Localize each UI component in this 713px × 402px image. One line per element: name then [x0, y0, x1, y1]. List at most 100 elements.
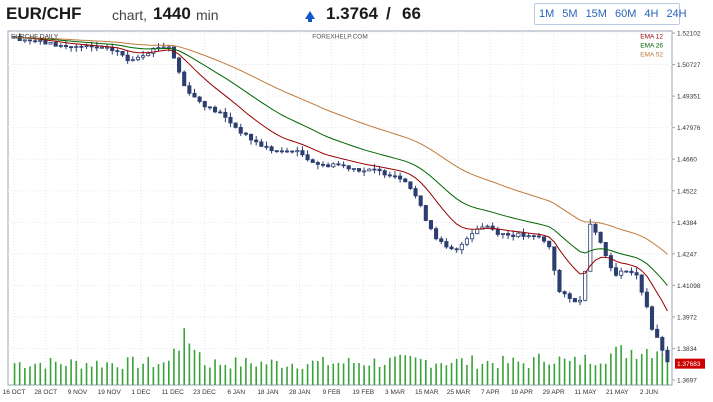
- volume-bar: [18, 362, 21, 385]
- candle-body: [547, 240, 552, 248]
- candle-body: [557, 269, 562, 293]
- candle-body: [655, 328, 660, 338]
- candle-body: [166, 46, 171, 49]
- volume-bar: [291, 363, 293, 385]
- candle-body: [326, 164, 331, 168]
- volume-bar: [224, 364, 227, 385]
- volume-bar: [327, 365, 329, 385]
- volume-bar: [255, 366, 257, 385]
- timeframe-60m-button[interactable]: 60M: [614, 8, 637, 20]
- volume-bar: [450, 362, 453, 385]
- y-tick-label: 1.3834: [677, 346, 697, 353]
- volume-bar: [286, 366, 288, 385]
- candle-body: [531, 235, 536, 238]
- volume-bar: [90, 366, 93, 385]
- y-tick-label: 1.4247: [677, 251, 697, 258]
- candle-body: [135, 56, 140, 61]
- candle-body: [295, 150, 300, 153]
- volume-bar: [311, 360, 314, 385]
- candle-body: [639, 274, 644, 293]
- candle-body: [588, 223, 593, 272]
- candle-body: [269, 146, 274, 152]
- volume-bar: [656, 351, 658, 385]
- candle-body: [74, 45, 79, 48]
- y-tick-label: 1.47976: [677, 125, 701, 132]
- price-separator: /: [386, 4, 391, 23]
- candle-body: [490, 225, 495, 230]
- volume-bar: [342, 363, 345, 385]
- candle-body: [608, 255, 613, 269]
- volume-bar: [543, 361, 545, 385]
- candle-body: [392, 175, 398, 178]
- candle-body: [105, 46, 110, 49]
- volume-bar: [198, 352, 201, 385]
- timeframe-15m-button[interactable]: 15M: [585, 8, 607, 20]
- volume-bar: [399, 354, 401, 385]
- ema-lines: [14, 37, 668, 312]
- x-tick-label: 25 MAR: [447, 389, 471, 396]
- volume-bar: [60, 364, 62, 385]
- volume-bar: [461, 358, 463, 385]
- candle-body: [315, 162, 320, 165]
- volume-bar: [445, 365, 448, 385]
- candle-body: [649, 306, 655, 330]
- volume-bar: [152, 367, 155, 385]
- candle-body: [228, 116, 233, 124]
- grid-lines: [8, 31, 672, 385]
- timeframe-5m-button[interactable]: 5M: [562, 8, 578, 20]
- volume-bar: [610, 353, 612, 385]
- candle-body: [48, 42, 53, 45]
- volume-bar: [203, 365, 206, 385]
- volume-bar: [440, 363, 443, 385]
- y-tick-label: 1.41098: [677, 283, 701, 290]
- volume-bar: [373, 358, 376, 385]
- plot-frame: [7, 30, 673, 386]
- candle-body: [63, 45, 69, 48]
- symbol-title: EUR/CHF: [6, 4, 82, 23]
- volume-bar: [13, 363, 16, 385]
- timeframe-24h-button[interactable]: 24H: [666, 8, 687, 20]
- timeframe-selector: 1M 5M 15M 60M 4H 24H: [534, 3, 687, 25]
- watermark: FOREXHELP.COM: [312, 34, 368, 41]
- volume-bar: [44, 368, 47, 385]
- volume-bar: [173, 348, 175, 385]
- x-tick-label: 28 JAN: [289, 389, 311, 396]
- candle-body: [449, 246, 454, 250]
- volume-bar: [265, 364, 268, 385]
- candle-body: [12, 36, 17, 39]
- volume-bar: [219, 364, 221, 385]
- volume-bar: [39, 362, 42, 385]
- candle-body: [310, 159, 315, 163]
- x-tick-label: 28 OCT: [34, 389, 57, 396]
- candle-body: [459, 243, 464, 251]
- legend-ema-26: EMA 26: [640, 43, 663, 50]
- volume-bar: [594, 365, 597, 385]
- legend-ema-52: EMA 52: [640, 52, 663, 59]
- volume-bar: [517, 361, 520, 385]
- candle-body: [259, 141, 264, 147]
- volume-bar: [389, 357, 391, 385]
- candle-body: [336, 163, 341, 166]
- candle-body: [418, 195, 423, 206]
- timeframe-4h-button[interactable]: 4H: [644, 8, 659, 20]
- volume-bar: [599, 363, 602, 385]
- volume-bar: [147, 356, 150, 385]
- candle-body: [593, 223, 598, 233]
- candle-body: [444, 241, 449, 248]
- candle-body: [279, 150, 284, 153]
- volume-bar: [234, 357, 237, 385]
- price-up-arrow-icon: [305, 11, 315, 22]
- candle-body: [356, 168, 362, 172]
- x-tick-label: 16 OCT: [3, 389, 26, 396]
- volume-bar: [281, 367, 283, 385]
- volume-bar: [635, 359, 638, 385]
- candle-body: [58, 45, 63, 47]
- volume-bar: [270, 359, 273, 385]
- candle-body: [629, 270, 634, 274]
- timeframe-1m-button[interactable]: 1M: [539, 8, 555, 20]
- candle-body: [439, 238, 444, 242]
- volume-bar: [553, 363, 556, 385]
- y-tick-label: 1.3697: [677, 378, 697, 385]
- candle-body: [536, 235, 541, 238]
- x-tick-label: 21 MAY: [606, 389, 629, 396]
